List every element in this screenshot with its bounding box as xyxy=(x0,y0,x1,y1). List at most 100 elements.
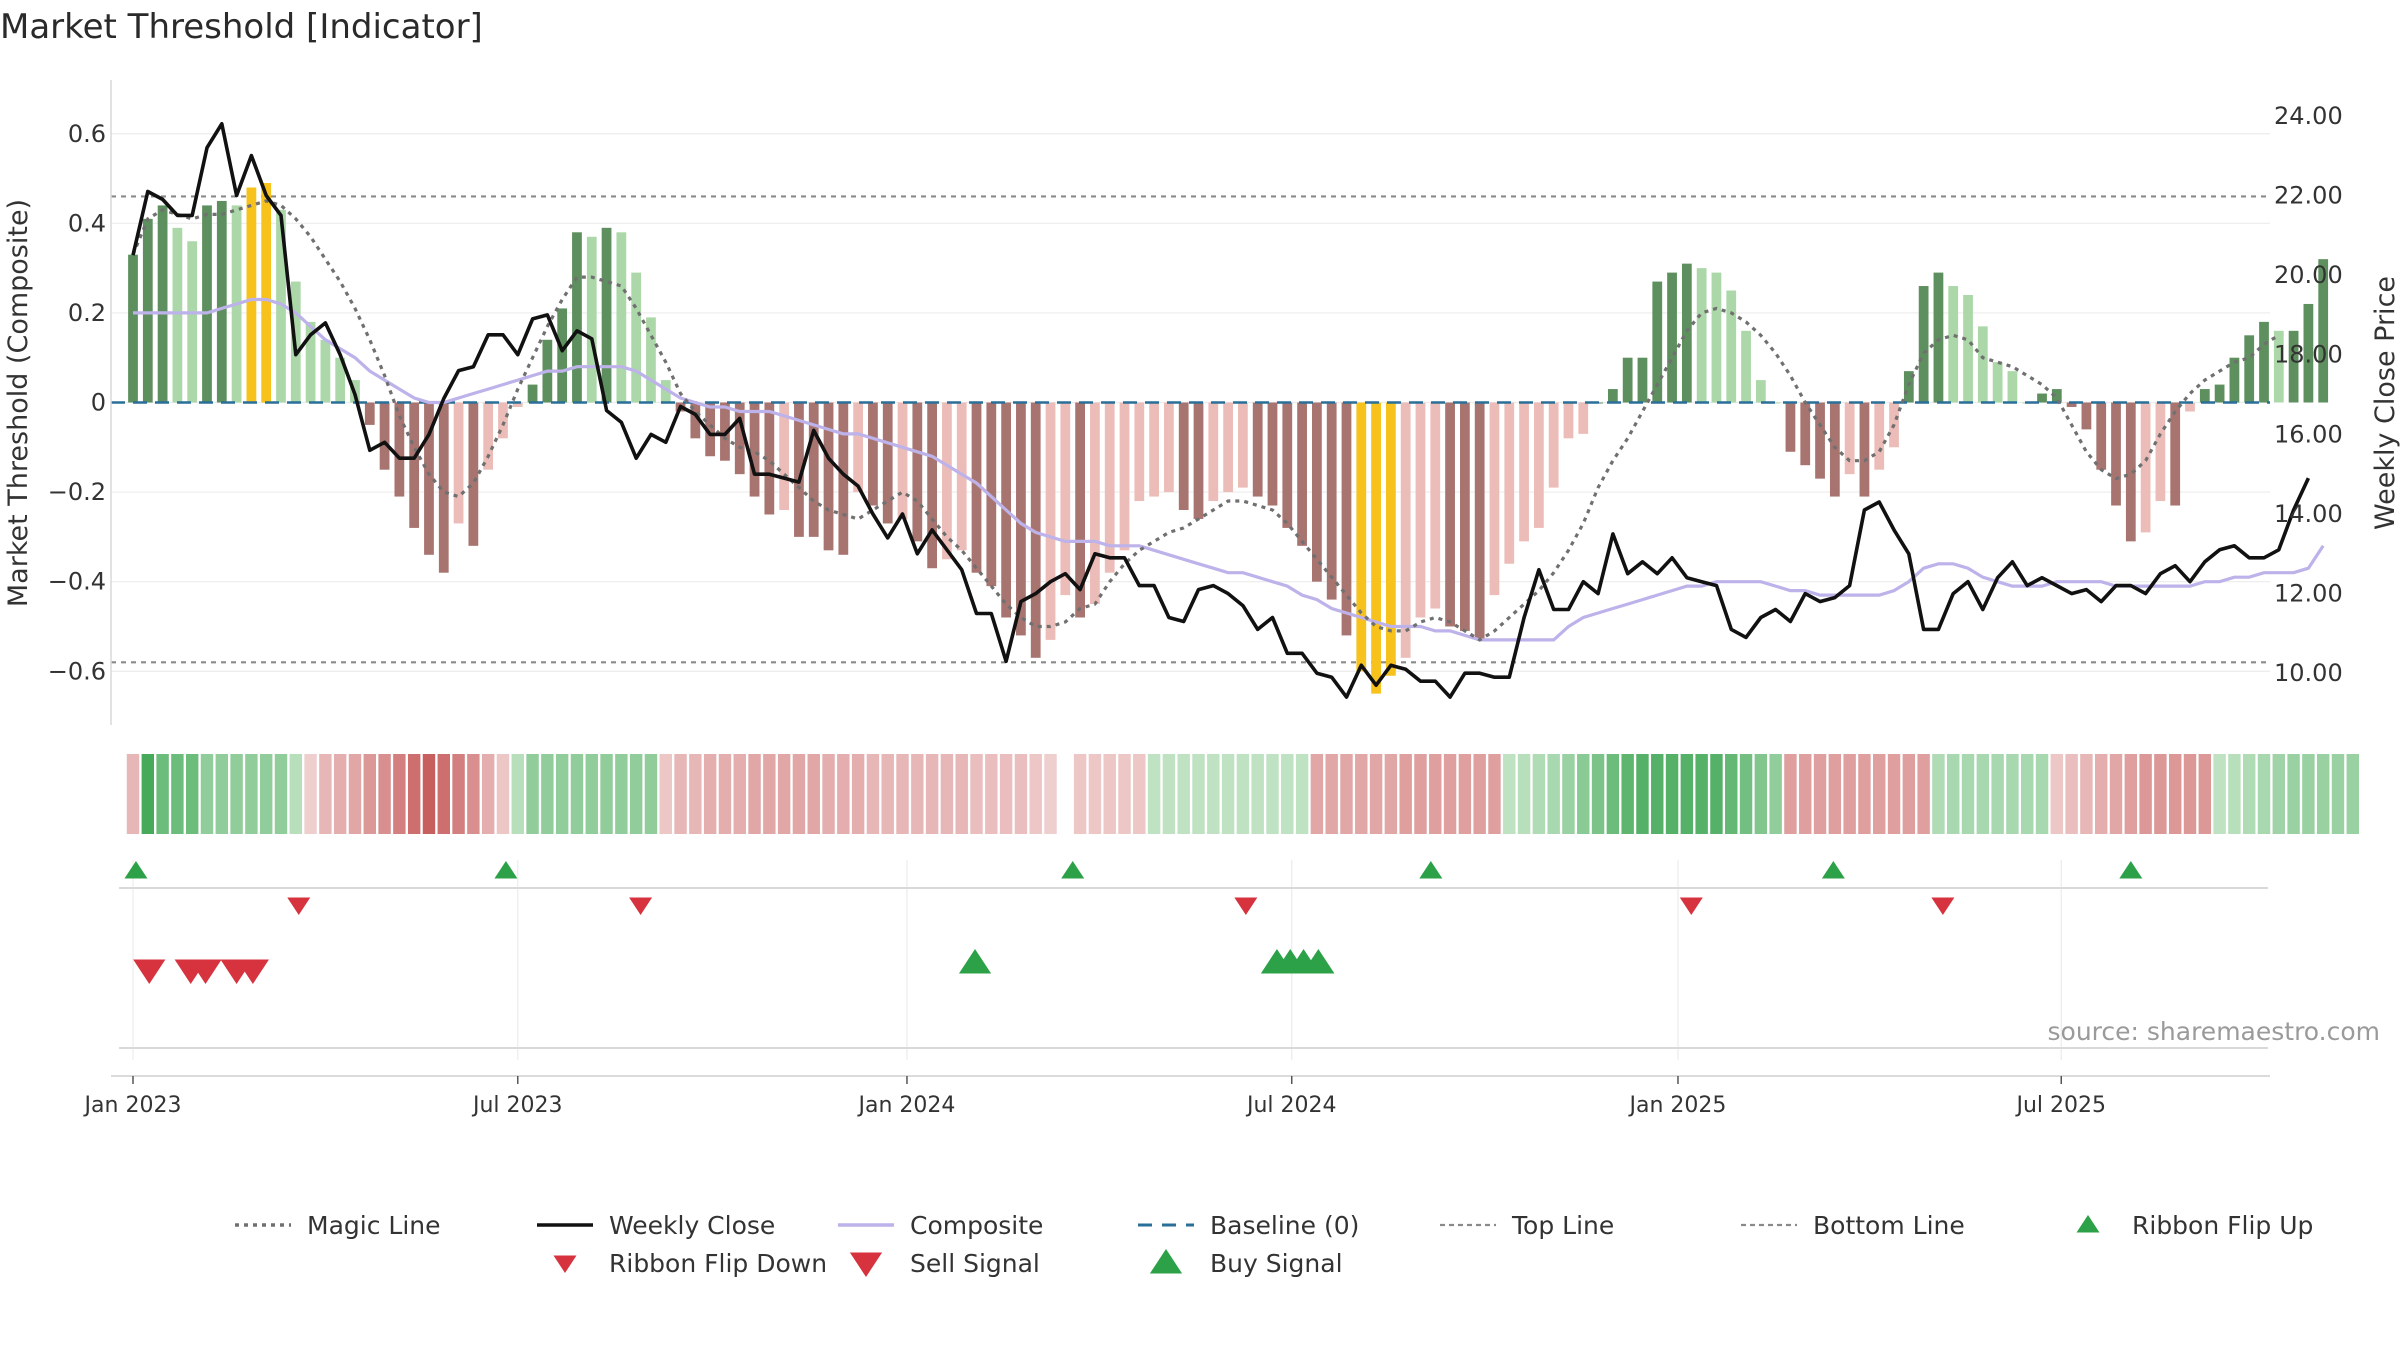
composite-bar xyxy=(1622,357,1633,403)
composite-bar xyxy=(1400,402,1411,658)
ribbon-cell xyxy=(259,754,273,834)
ribbon-cell xyxy=(822,754,835,834)
composite-bar xyxy=(1844,402,1855,475)
composite-bar xyxy=(1696,268,1707,403)
ribbon-cell xyxy=(1473,754,1486,834)
ribbon-cell xyxy=(274,754,288,834)
ribbon-cell xyxy=(1902,754,1916,834)
ribbon-cell xyxy=(1591,754,1605,834)
composite-bar xyxy=(1741,330,1751,403)
ribbon-cell xyxy=(2346,754,2360,834)
legend-label: Weekly Close xyxy=(609,1211,775,1240)
legend-label: Buy Signal xyxy=(1210,1249,1343,1278)
ribbon-flip-up-marker xyxy=(1061,861,1085,879)
ribbon-cell xyxy=(1976,754,1990,834)
x-tick-label: Jul 2024 xyxy=(1245,1093,1337,1118)
reference-lines xyxy=(111,195,2270,664)
left-y-tick-label: −0.2 xyxy=(48,478,106,506)
ribbon-cell xyxy=(1858,754,1871,834)
ribbon-cell xyxy=(1384,754,1398,834)
ribbon-cell xyxy=(1177,754,1190,834)
ribbon-cell xyxy=(230,754,243,834)
ribbon-cell xyxy=(541,754,554,834)
ribbon-cell xyxy=(156,754,169,834)
ribbon-cell xyxy=(526,754,539,834)
legend-item: Top Line xyxy=(1440,1211,1614,1240)
x-axis: Jan 2023 Jul 2023 Jan 2024 Jul 2024 Jan 2025… xyxy=(83,1075,2270,1118)
ribbon-flip-down-marker xyxy=(1679,897,1703,915)
ribbon-cell xyxy=(1665,754,1679,834)
composite-bar xyxy=(379,402,390,470)
ribbon-cell xyxy=(1917,754,1930,834)
ribbon-cell xyxy=(1118,754,1131,834)
series-lines xyxy=(131,122,2325,699)
composite-bar xyxy=(1474,402,1485,640)
composite-bar xyxy=(956,402,967,551)
composite-bar xyxy=(2066,402,2077,407)
ribbon-cell xyxy=(1813,754,1827,834)
ribbon-cell xyxy=(1310,754,1324,834)
composite-bar xyxy=(1060,402,1071,596)
composite-bar xyxy=(2170,402,2181,506)
composite-bar xyxy=(2111,402,2121,506)
composite-bar xyxy=(2155,402,2166,502)
ribbon-cell xyxy=(1133,754,1146,834)
legend-item: Buy Signal xyxy=(1149,1249,1343,1278)
composite-bar xyxy=(794,402,804,537)
ribbon-cell xyxy=(2198,754,2212,834)
composite-bar xyxy=(897,402,908,519)
composite-bar xyxy=(1519,402,1529,542)
composite-bar xyxy=(1045,402,1056,640)
composite-line xyxy=(133,297,2325,642)
ribbon-cell xyxy=(1192,754,1205,834)
ribbon-cell xyxy=(1295,754,1309,834)
chart-title: Market Threshold [Indicator] xyxy=(0,7,483,47)
legend-item: Composite xyxy=(838,1211,1043,1240)
ribbon-cell xyxy=(1147,754,1161,834)
legend-item: Weekly Close xyxy=(537,1211,775,1240)
composite-bar xyxy=(2303,303,2314,403)
signal-rows xyxy=(119,861,2268,1049)
composite-bar xyxy=(1341,402,1352,636)
ribbon-cell xyxy=(2154,754,2167,834)
ribbon-cell xyxy=(2302,754,2315,834)
ribbon-cell xyxy=(1429,754,1442,834)
composite-bar xyxy=(1371,402,1381,694)
ribbon-flip-down-marker xyxy=(629,897,653,915)
legend-label: Bottom Line xyxy=(1813,1211,1965,1240)
composite-bar xyxy=(409,402,420,528)
composite-bar xyxy=(483,402,494,470)
left-y-tick-label: 0.2 xyxy=(68,299,106,327)
ribbon-cell xyxy=(1651,754,1664,834)
ribbon-cell xyxy=(955,754,968,834)
ribbon-cell xyxy=(1355,754,1368,834)
composite-bar xyxy=(853,402,864,493)
composite-bar xyxy=(453,402,464,524)
composite-bar xyxy=(1164,402,1174,493)
ribbon-cell xyxy=(940,754,954,834)
composite-bar xyxy=(1755,380,1766,403)
composite-bar xyxy=(1548,402,1559,488)
ribbon-cell xyxy=(2287,754,2300,834)
composite-bar xyxy=(1785,402,1796,452)
composite-bar xyxy=(1815,402,1825,479)
composite-bar xyxy=(1652,281,1663,403)
ribbon-cell xyxy=(1991,754,2004,834)
composite-bar xyxy=(172,227,183,403)
composite-bar xyxy=(2140,402,2151,533)
composite-bar xyxy=(868,402,878,506)
composite-bar xyxy=(1637,357,1648,403)
ribbon-cell xyxy=(1947,754,1960,834)
composite-bar xyxy=(1918,286,1929,403)
composite-bar xyxy=(1948,286,1959,403)
composite-bar xyxy=(912,402,923,542)
ribbon-cell xyxy=(689,754,702,834)
sell-signal-marker xyxy=(133,959,166,984)
ribbon-cell xyxy=(1932,754,1945,834)
composite-bar xyxy=(1489,402,1500,596)
legend: Magic Line Weekly Close Composite Baseline … xyxy=(235,1211,2313,1278)
composite-bar xyxy=(1770,402,1781,404)
composite-bar xyxy=(660,380,671,403)
ribbon-cell xyxy=(674,754,687,834)
composite-bar xyxy=(1963,295,1973,403)
